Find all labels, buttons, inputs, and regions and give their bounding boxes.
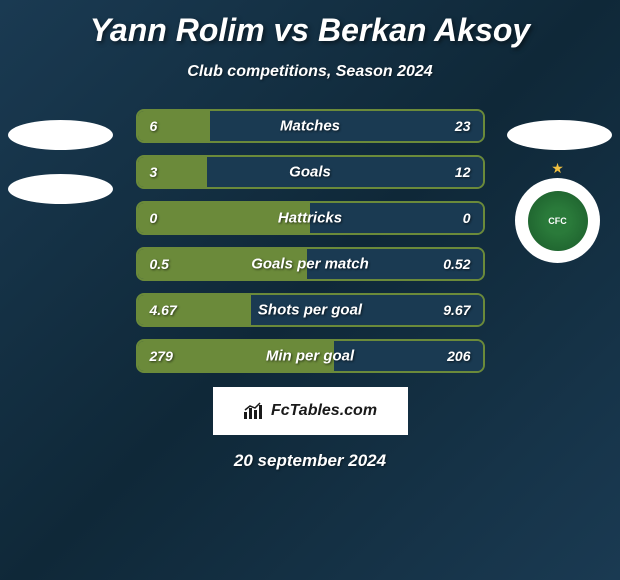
logo-text: FcTables.com (271, 402, 377, 420)
stat-value-right: 0.52 (443, 256, 470, 272)
stat-label: Matches (280, 118, 340, 135)
player-photo-placeholder (8, 120, 113, 150)
club-badge: ★ CFC (515, 178, 600, 263)
stat-value-right: 0 (463, 210, 471, 226)
stat-row: 3 12 Goals (138, 157, 483, 187)
stat-value-right: 23 (455, 118, 471, 134)
left-player-photos (8, 120, 113, 228)
fctables-logo[interactable]: FcTables.com (213, 387, 408, 435)
comparison-title: Yann Rolim vs Berkan Aksoy (0, 0, 620, 49)
stat-row: 6 23 Matches (138, 111, 483, 141)
club-badge-inner: CFC (528, 191, 588, 251)
stat-value-left: 4.67 (150, 302, 177, 318)
stat-bar-right (207, 157, 483, 187)
stat-value-left: 6 (150, 118, 158, 134)
stat-value-left: 279 (150, 348, 173, 364)
stat-row: 0 0 Hattricks (138, 203, 483, 233)
player-photo-placeholder (8, 174, 113, 204)
stat-row: 4.67 9.67 Shots per goal (138, 295, 483, 325)
stats-bars: 6 23 Matches 3 12 Goals 0 0 Hattricks 0.5 0.52 Goal… (138, 111, 483, 371)
stat-value-right: 12 (455, 164, 471, 180)
stat-label: Goals per match (251, 256, 369, 273)
stat-value-left: 0.5 (150, 256, 169, 272)
stat-row: 279 206 Min per goal (138, 341, 483, 371)
stat-label: Shots per goal (258, 302, 362, 319)
stat-label: Min per goal (266, 348, 354, 365)
stat-label: Goals (289, 164, 331, 181)
comparison-date: 20 september 2024 (0, 451, 620, 471)
stat-value-right: 206 (447, 348, 470, 364)
star-icon: ★ (551, 160, 564, 177)
stat-value-left: 0 (150, 210, 158, 226)
stat-row: 0.5 0.52 Goals per match (138, 249, 483, 279)
stat-bar-right (210, 111, 483, 141)
stat-bar-left (138, 157, 207, 187)
stat-label: Hattricks (278, 210, 342, 227)
stat-value-right: 9.67 (443, 302, 470, 318)
stat-bar-left (138, 111, 210, 141)
stat-value-left: 3 (150, 164, 158, 180)
player-photo-placeholder (507, 120, 612, 150)
chart-icon (243, 402, 265, 420)
comparison-subtitle: Club competitions, Season 2024 (0, 63, 620, 81)
